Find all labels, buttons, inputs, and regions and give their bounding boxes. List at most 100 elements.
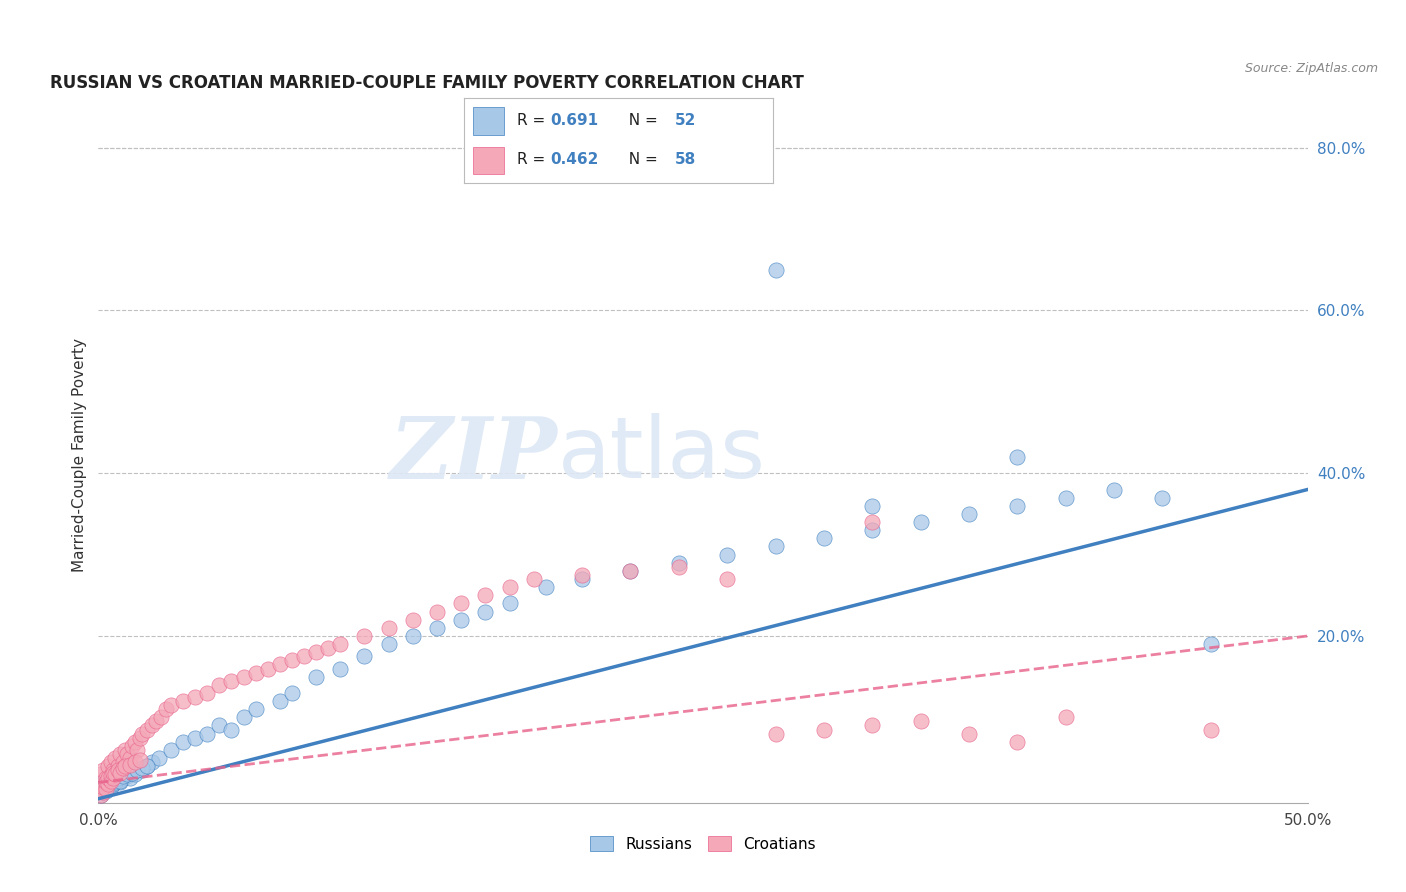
Point — [305, 645, 328, 659]
Point — [208, 718, 231, 732]
Point — [118, 751, 141, 765]
Bar — [474, 147, 505, 175]
Point — [619, 564, 641, 578]
Point — [329, 661, 352, 675]
Point — [474, 605, 496, 619]
Point — [571, 568, 593, 582]
Point — [117, 769, 139, 783]
Point — [860, 515, 883, 529]
Point — [910, 515, 932, 529]
Text: R =: R = — [516, 153, 550, 168]
Point — [1007, 735, 1029, 749]
Point — [1152, 491, 1174, 505]
Point — [97, 777, 120, 791]
Point — [124, 767, 146, 781]
Text: 58: 58 — [675, 153, 696, 168]
Point — [128, 731, 150, 745]
Point — [104, 775, 127, 789]
Point — [141, 718, 163, 732]
Point — [160, 743, 183, 757]
Point — [498, 580, 520, 594]
Point — [90, 783, 112, 797]
Point — [860, 523, 883, 537]
Point — [195, 726, 218, 740]
Point — [1102, 483, 1125, 497]
Point — [108, 747, 131, 761]
Point — [377, 621, 399, 635]
Legend: Russians, Croatians: Russians, Croatians — [585, 830, 821, 858]
Point — [97, 781, 120, 796]
Point — [124, 735, 146, 749]
Point — [765, 540, 787, 554]
Point — [910, 714, 932, 729]
Point — [117, 767, 139, 781]
Point — [1199, 637, 1222, 651]
Point — [402, 613, 425, 627]
Point — [498, 596, 520, 610]
Point — [860, 718, 883, 732]
Point — [716, 572, 738, 586]
Point — [148, 751, 170, 765]
Point — [221, 723, 243, 737]
Point — [668, 559, 690, 574]
Point — [111, 755, 134, 769]
Point — [957, 726, 980, 740]
Point — [100, 773, 122, 788]
Point — [860, 499, 883, 513]
Point — [145, 714, 167, 729]
Point — [131, 764, 153, 778]
Point — [131, 726, 153, 740]
Point — [97, 773, 120, 788]
Point — [104, 767, 127, 781]
Point — [97, 777, 120, 791]
Text: RUSSIAN VS CROATIAN MARRIED-COUPLE FAMILY POVERTY CORRELATION CHART: RUSSIAN VS CROATIAN MARRIED-COUPLE FAMIL… — [51, 74, 804, 92]
Point — [100, 755, 122, 769]
Point — [107, 773, 129, 788]
Point — [232, 670, 254, 684]
Point — [107, 764, 129, 778]
Point — [269, 657, 291, 672]
Text: N =: N = — [619, 153, 662, 168]
Point — [114, 743, 136, 757]
Point — [107, 759, 129, 773]
Text: ZIP: ZIP — [389, 413, 558, 497]
Point — [100, 769, 122, 783]
Bar — [474, 107, 505, 135]
Point — [90, 788, 112, 802]
Point — [353, 649, 375, 664]
Point — [141, 755, 163, 769]
Point — [316, 641, 339, 656]
Point — [1054, 710, 1077, 724]
Point — [184, 690, 207, 704]
Point — [100, 780, 122, 794]
Point — [523, 572, 546, 586]
Point — [245, 665, 267, 680]
Point — [1054, 491, 1077, 505]
Point — [269, 694, 291, 708]
Point — [1199, 723, 1222, 737]
Point — [450, 613, 472, 627]
Point — [131, 761, 153, 775]
Point — [101, 764, 124, 778]
Point — [571, 572, 593, 586]
Point — [118, 772, 141, 786]
Point — [195, 686, 218, 700]
Point — [90, 767, 112, 781]
Point — [94, 783, 117, 797]
Point — [353, 629, 375, 643]
Point — [245, 702, 267, 716]
Point — [91, 764, 114, 778]
Point — [221, 673, 243, 688]
Point — [765, 726, 787, 740]
Point — [765, 262, 787, 277]
Text: N =: N = — [619, 113, 662, 128]
Point — [150, 710, 173, 724]
Point — [172, 694, 194, 708]
Point — [121, 765, 143, 780]
Point — [813, 532, 835, 546]
Point — [329, 637, 352, 651]
Text: 52: 52 — [675, 113, 696, 128]
Point — [101, 765, 124, 780]
Point — [426, 621, 449, 635]
Point — [716, 548, 738, 562]
